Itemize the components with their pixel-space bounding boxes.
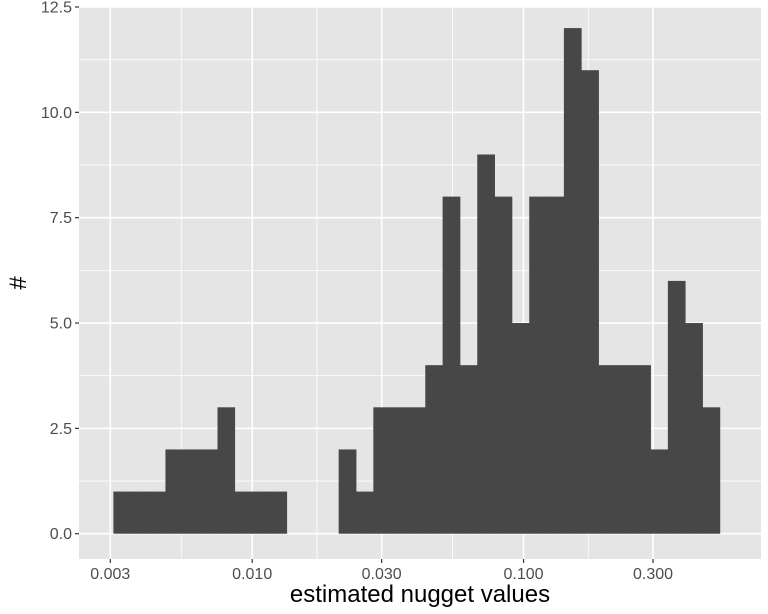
histogram-bar: [702, 407, 721, 534]
histogram-bar: [581, 70, 599, 534]
y-axis-title: #: [5, 276, 32, 290]
x-tick-label: 0.003: [90, 566, 130, 583]
histogram-bar: [165, 449, 184, 534]
y-tick-label: 5.0: [50, 316, 72, 333]
x-axis-title: estimated nugget values: [290, 581, 550, 608]
histogram-bar: [598, 365, 617, 534]
histogram-bar: [667, 280, 686, 534]
x-tick-label: 0.100: [504, 566, 544, 583]
y-tick-label: 12.5: [41, 0, 72, 17]
histogram-bar: [459, 365, 478, 534]
histogram-bar: [442, 196, 461, 534]
histogram-bar: [685, 323, 703, 534]
y-tick-label: 0.0: [50, 526, 72, 543]
histogram-bar: [252, 491, 270, 534]
histogram-bar: [407, 407, 426, 534]
histogram-bar: [113, 491, 131, 534]
y-tick-label: 10.0: [41, 105, 72, 122]
histogram-bar: [425, 365, 444, 534]
histogram-bar: [234, 491, 253, 534]
histogram-bar: [199, 449, 218, 534]
histogram-bar: [182, 449, 201, 534]
histogram-bar: [373, 407, 392, 534]
histogram-bars: [113, 28, 721, 534]
histogram-bar: [546, 196, 565, 534]
x-tick-label: 0.010: [232, 566, 272, 583]
histogram-bar: [130, 491, 149, 534]
histogram-bar: [269, 491, 288, 534]
x-tick-label: 0.300: [633, 566, 673, 583]
histogram-bar: [390, 407, 409, 534]
histogram-bar: [477, 154, 495, 534]
x-axis: 0.003 0.010 0.030 0.100 0.300: [90, 559, 673, 583]
x-tick-label: 0.030: [362, 566, 402, 583]
histogram-bar: [563, 28, 582, 534]
histogram-bar: [615, 365, 634, 534]
histogram-bar: [338, 449, 357, 534]
histogram-bar: [650, 449, 669, 534]
histogram-bar: [511, 323, 530, 534]
y-tick-label: 7.5: [50, 210, 72, 227]
histogram-bar: [147, 491, 166, 534]
y-tick-label: 2.5: [50, 421, 72, 438]
y-axis: 0.0 2.5 5.0 7.5 10.0 12.5: [41, 0, 79, 543]
histogram-bar: [494, 196, 513, 534]
histogram-bar: [529, 196, 547, 534]
histogram-bar: [633, 365, 651, 534]
histogram-bar: [356, 491, 374, 534]
histogram-bar: [217, 407, 236, 534]
